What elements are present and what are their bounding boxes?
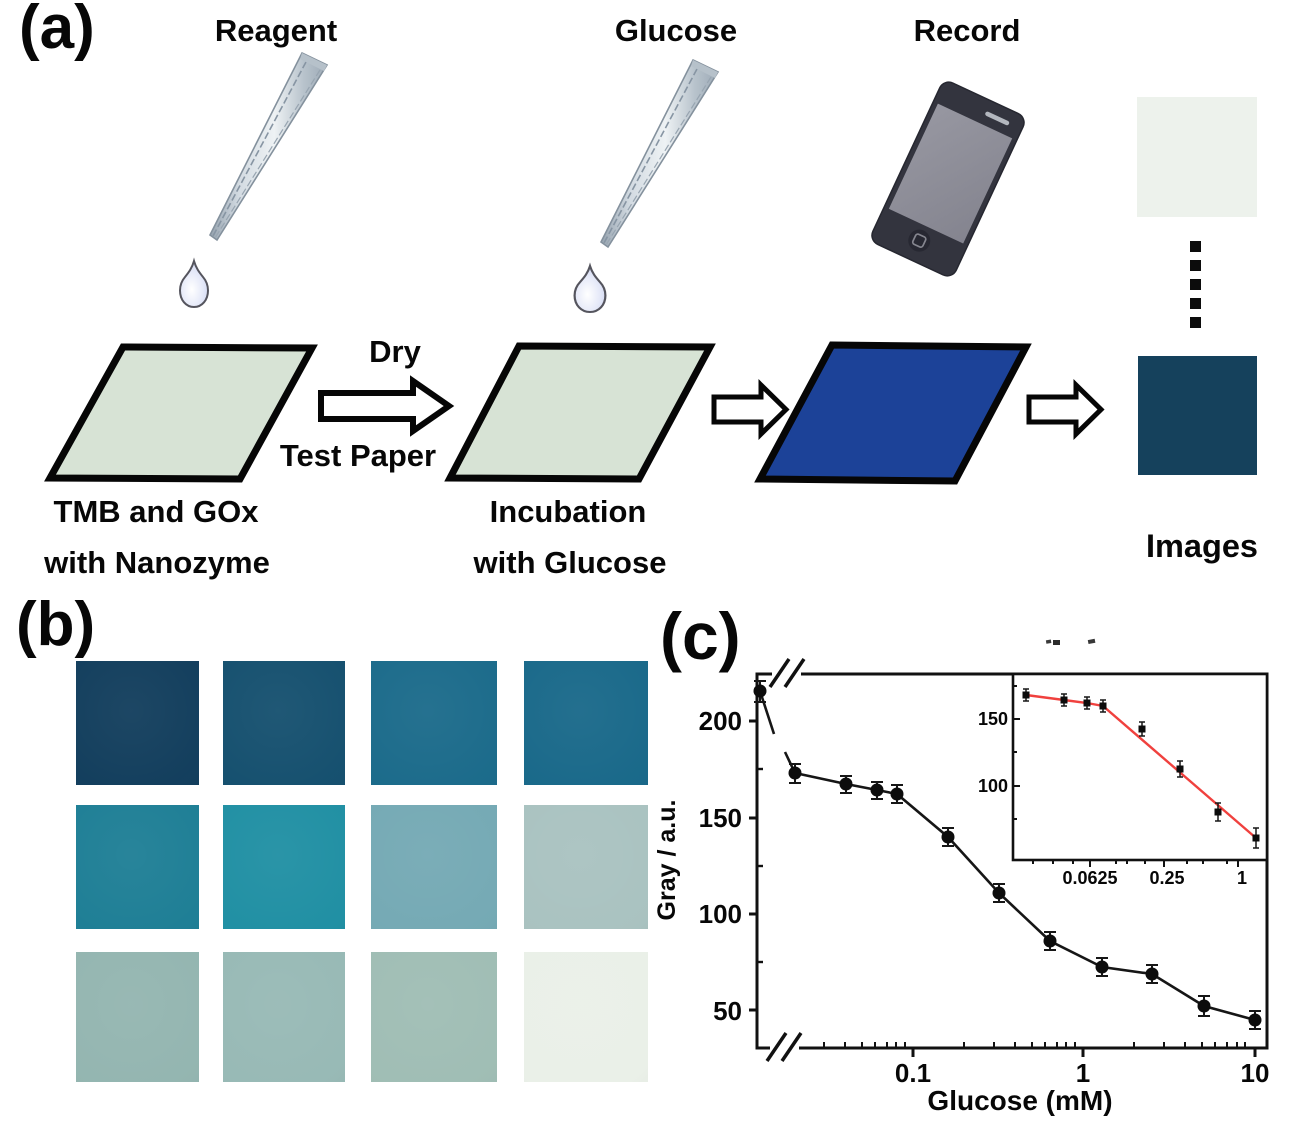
svg-text:0.25: 0.25 <box>1149 868 1184 888</box>
svg-text:150: 150 <box>978 709 1008 729</box>
svg-text:with Nanozyme: with Nanozyme <box>43 545 270 580</box>
svg-text:1: 1 <box>1076 1058 1090 1088</box>
svg-text:200: 200 <box>699 706 742 736</box>
svg-text:TMB and GOx: TMB and GOx <box>54 494 260 529</box>
svg-text:10: 10 <box>1241 1058 1270 1088</box>
svg-text:0.1: 0.1 <box>895 1058 931 1088</box>
svg-text:Images: Images <box>1146 528 1258 564</box>
svg-text:0.0625: 0.0625 <box>1062 868 1117 888</box>
svg-text:150: 150 <box>699 803 742 833</box>
svg-text:Gray / a.u.: Gray / a.u. <box>653 800 681 921</box>
svg-text:Record: Record <box>914 13 1021 48</box>
svg-text:1: 1 <box>1237 868 1247 888</box>
svg-text:Reagent: Reagent <box>215 13 337 48</box>
svg-text:Dry: Dry <box>369 334 421 369</box>
svg-text:50: 50 <box>713 996 742 1026</box>
svg-text:100: 100 <box>699 899 742 929</box>
svg-text:(b): (b) <box>16 590 95 659</box>
svg-text:100: 100 <box>978 776 1008 796</box>
svg-text:Incubation: Incubation <box>490 494 647 529</box>
svg-text:with Glucose: with Glucose <box>473 545 667 580</box>
svg-text:(c): (c) <box>660 599 741 673</box>
svg-text:Glucose (mM): Glucose (mM) <box>927 1085 1112 1116</box>
svg-text:(a): (a) <box>19 0 95 62</box>
svg-text:Test Paper: Test Paper <box>280 438 436 473</box>
svg-text:Glucose: Glucose <box>615 13 737 48</box>
